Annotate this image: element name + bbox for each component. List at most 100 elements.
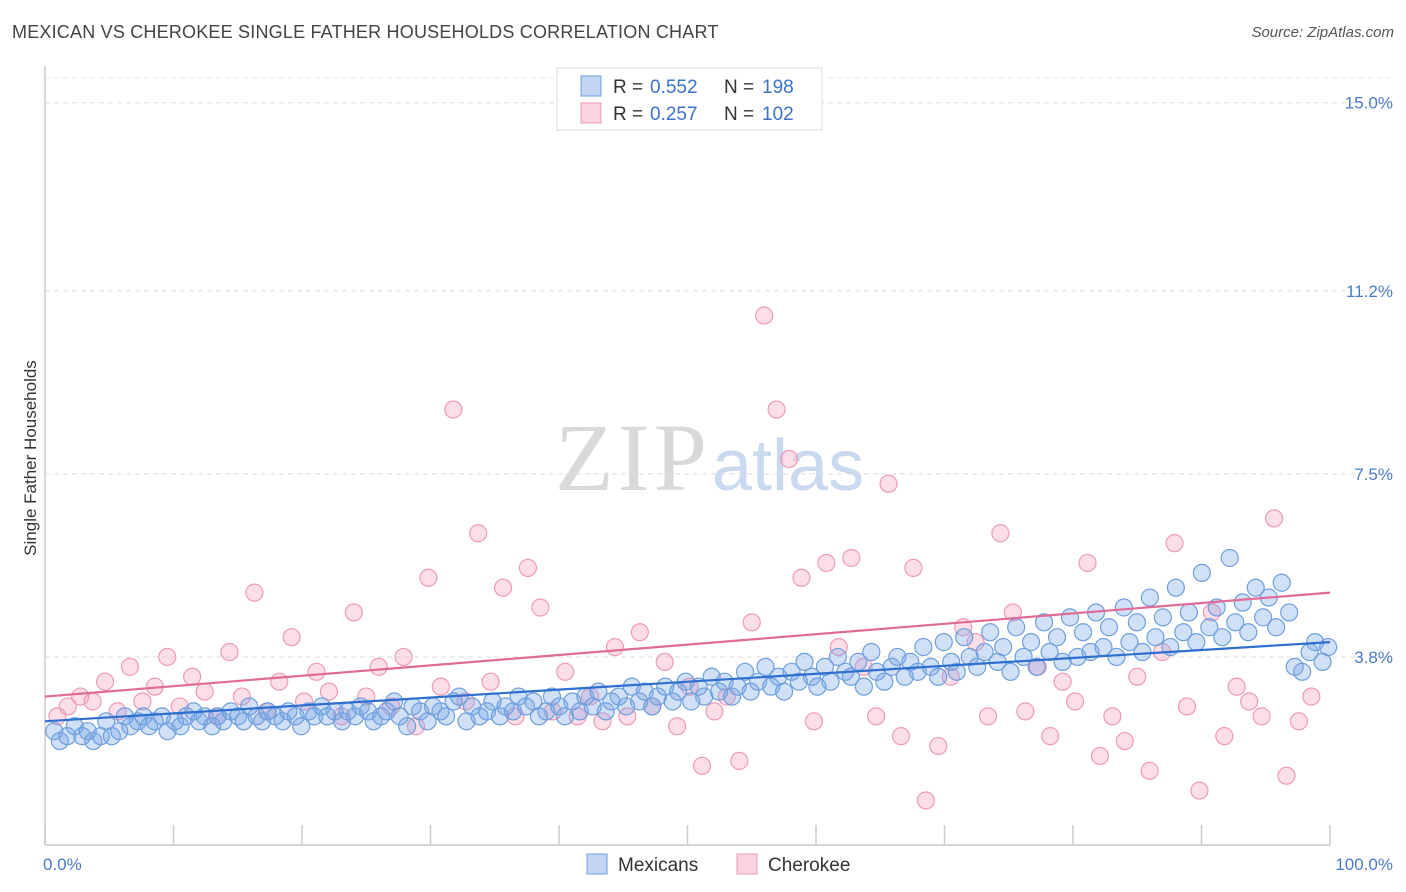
mexicans-point bbox=[398, 717, 417, 736]
y-tick-label-0: 3.8% bbox=[1354, 648, 1393, 667]
mexicans-point bbox=[795, 652, 814, 672]
cherokee-point bbox=[779, 449, 799, 469]
cherokee-point bbox=[518, 558, 538, 577]
mexicans-point bbox=[901, 652, 920, 672]
mexicans-point bbox=[1246, 578, 1265, 597]
mexicans-point bbox=[875, 672, 894, 691]
cherokee-point bbox=[319, 682, 339, 701]
cherokee-trend-line bbox=[44, 591, 1331, 698]
cherokee-point bbox=[605, 637, 625, 657]
bottom-legend-swatch-cherokee bbox=[736, 853, 758, 875]
mexicans-trend-line bbox=[44, 641, 1331, 723]
x-tick-labels: 0.0% 100.0% bbox=[43, 855, 1393, 874]
cherokee-point bbox=[1252, 707, 1271, 726]
mexicans-point bbox=[929, 667, 948, 686]
mexicans-point bbox=[1146, 628, 1165, 647]
mexicans-point bbox=[802, 667, 822, 686]
mexicans-point bbox=[1027, 657, 1046, 676]
source-label: Source: ZipAtlas.com bbox=[1251, 24, 1394, 41]
mexicans-point bbox=[1179, 603, 1198, 622]
cherokee-point bbox=[469, 524, 488, 543]
watermark: ZIP atlas bbox=[555, 404, 864, 511]
cherokee-point bbox=[916, 791, 935, 810]
y-tick-label-3: 15.0% bbox=[1345, 94, 1393, 113]
cherokee-point bbox=[220, 642, 239, 662]
cherokee-point bbox=[120, 657, 140, 676]
mexicans-point bbox=[1133, 642, 1152, 662]
mexicans-point bbox=[854, 677, 874, 696]
cherokee-point bbox=[1240, 692, 1259, 711]
cherokee-point bbox=[593, 712, 612, 731]
mexicans-point bbox=[305, 707, 324, 726]
mexicans-point bbox=[390, 707, 409, 726]
mexicans-point bbox=[1254, 608, 1273, 627]
cherokee-point bbox=[307, 662, 326, 681]
cherokee-point bbox=[245, 583, 264, 602]
mexicans-point bbox=[1267, 618, 1286, 637]
cherokee-point bbox=[556, 662, 575, 681]
mexicans-point bbox=[58, 727, 77, 746]
cherokee-point bbox=[531, 598, 550, 617]
cherokee-point bbox=[842, 548, 861, 568]
cherokee-point bbox=[742, 613, 761, 632]
cherokee-point bbox=[817, 553, 836, 573]
legend-swatch-mexicans bbox=[580, 75, 602, 97]
mexicans-point bbox=[1166, 578, 1185, 597]
cherokee-point bbox=[83, 692, 102, 711]
legend-n-label-2: N = bbox=[724, 104, 754, 125]
cherokee-point bbox=[630, 623, 649, 642]
cherokee-point bbox=[58, 697, 77, 716]
bottom-legend-cherokee: Cherokee bbox=[768, 855, 850, 876]
mexicans-point bbox=[1187, 633, 1206, 652]
cherokee-point bbox=[1264, 509, 1284, 528]
cherokee-point bbox=[1140, 761, 1159, 780]
mexicans-point bbox=[1174, 623, 1193, 642]
mexicans-point bbox=[171, 717, 190, 736]
mexicans-point bbox=[542, 687, 562, 706]
mexicans-point bbox=[1140, 588, 1159, 607]
mexicans-point bbox=[1280, 603, 1299, 622]
legend-r-label-1: R = bbox=[613, 77, 643, 98]
mexicans-point bbox=[735, 662, 755, 681]
legend-swatch-cherokee bbox=[580, 102, 602, 124]
cherokee-point bbox=[1202, 603, 1221, 622]
mexicans-point bbox=[431, 702, 450, 721]
legend-n-label-1: N = bbox=[724, 77, 754, 98]
cherokee-point bbox=[1090, 746, 1110, 766]
cherokee-point bbox=[978, 707, 998, 726]
legend-r-value-2: 0.257 bbox=[650, 104, 698, 125]
cherokee-point bbox=[1115, 731, 1134, 751]
mexicans-point bbox=[882, 657, 901, 676]
x-tick-label-0: 0.0% bbox=[43, 855, 82, 874]
mexicans-point bbox=[828, 647, 848, 667]
bottom-legend-mexicans: Mexicans bbox=[618, 855, 698, 876]
cherokee-point bbox=[792, 568, 811, 587]
trend-lines bbox=[44, 591, 1331, 723]
cherokee-point bbox=[755, 306, 774, 325]
mexicans-point bbox=[292, 717, 311, 736]
legend-n-value-1: 198 bbox=[762, 77, 794, 98]
mexicans-point bbox=[934, 633, 953, 652]
cherokee-point bbox=[158, 647, 177, 667]
cherokee-points bbox=[48, 306, 1321, 810]
cherokee-point bbox=[133, 692, 152, 711]
mexicans-point bbox=[643, 697, 662, 716]
mexicans-point bbox=[955, 628, 974, 647]
cherokee-point bbox=[1215, 727, 1234, 746]
cherokee-point bbox=[829, 637, 848, 657]
mexicans-point bbox=[1021, 633, 1041, 652]
cherokee-point bbox=[1177, 697, 1197, 716]
cherokee-point bbox=[991, 524, 1010, 543]
cherokee-point bbox=[270, 672, 289, 691]
cherokee-point bbox=[879, 474, 898, 493]
cherokee-point bbox=[941, 667, 960, 686]
mexicans-point bbox=[1233, 593, 1252, 612]
y-tick-label-1: 7.5% bbox=[1354, 465, 1393, 484]
mexicans-point bbox=[1047, 628, 1067, 647]
mexicans-point bbox=[1272, 573, 1291, 592]
legend-r-label-2: R = bbox=[613, 104, 643, 125]
cherokee-point bbox=[1289, 712, 1309, 731]
cherokee-point bbox=[1277, 766, 1296, 785]
mexicans-point bbox=[1099, 618, 1119, 637]
